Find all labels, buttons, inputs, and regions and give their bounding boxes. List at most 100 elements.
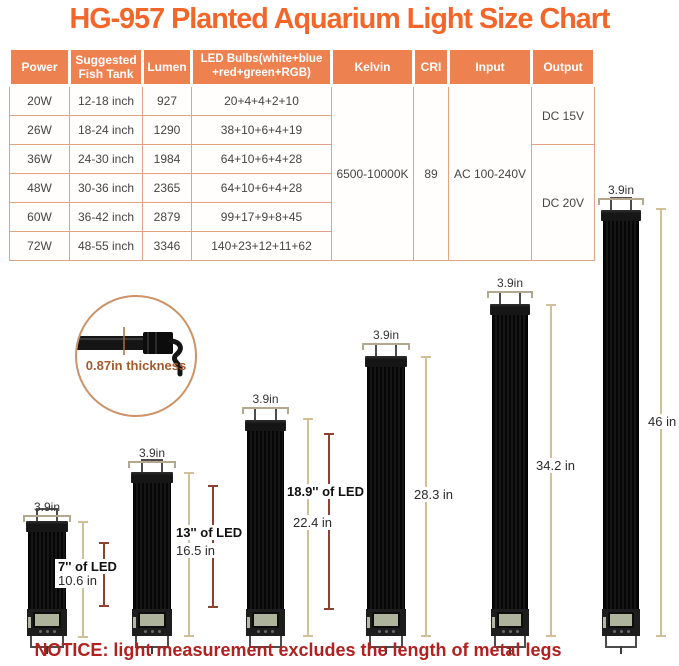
light-top-cap xyxy=(26,521,68,532)
metal-leg-top xyxy=(140,459,164,472)
overall-length-label: 10.6 in xyxy=(55,573,101,588)
width-dimension-bracket xyxy=(598,198,644,205)
width-dimension: 3.9in xyxy=(487,276,533,298)
table-row: 72W 48-55 inch 3346 140+23+12+11+62 xyxy=(9,231,595,261)
cell-tank: 18-24 inch xyxy=(69,115,143,145)
cell-lumen: 2365 xyxy=(142,173,192,203)
lcd-screen xyxy=(138,612,166,628)
control-buttons xyxy=(27,630,67,633)
light-top-cap xyxy=(490,304,530,315)
led-length-label: 13'' of LED xyxy=(173,525,246,540)
cell-tank: 24-30 inch xyxy=(69,144,143,174)
width-label: 3.9in xyxy=(496,276,524,290)
width-dimension-bracket xyxy=(23,515,71,522)
lcd-display-unit xyxy=(366,609,406,636)
control-buttons xyxy=(132,630,172,633)
control-buttons xyxy=(602,630,640,633)
width-label: 3.9in xyxy=(607,183,635,197)
cell-power: 26W xyxy=(9,115,70,145)
cell-tank: 36-42 inch xyxy=(69,202,143,232)
cell-input: AC 100-240V xyxy=(448,85,532,261)
cell-power: 48W xyxy=(9,173,70,203)
lcd-display-unit xyxy=(246,609,285,636)
header-bulbs: LED Bulbs(white+blue +red+green+RGB) xyxy=(190,47,333,87)
width-dimension-bracket xyxy=(242,407,289,414)
led-length-line xyxy=(99,542,109,607)
thickness-label: 0.87in thickness xyxy=(85,358,187,373)
thickness-detail-circle: 0.87in thickness xyxy=(75,295,197,417)
led-length-label: 18.9'' of LED xyxy=(284,484,367,499)
header-output: Output xyxy=(530,47,596,87)
lcd-screen xyxy=(252,612,279,628)
cell-kelvin: 6500-10000K xyxy=(331,85,414,261)
metal-leg-bottom xyxy=(249,636,282,654)
header-cri: CRI xyxy=(412,47,450,87)
light-fixture-36w xyxy=(245,407,286,654)
table-row: 60W 36-42 inch 2879 99+17+9+8+45 xyxy=(9,202,595,232)
led-length-label: 7'' of LED xyxy=(55,559,120,574)
cell-lumen: 1290 xyxy=(142,115,192,145)
width-label: 3.9in xyxy=(372,328,400,342)
header-lumen: Lumen xyxy=(141,47,193,87)
header-tank: Suggested Fish Tank xyxy=(68,47,144,87)
header-input: Input xyxy=(447,47,533,87)
table-row: 26W 18-24 inch 1290 38+10+6+4+19 xyxy=(9,115,595,145)
width-dimension: 3.9in xyxy=(242,392,289,414)
cell-bulbs: 20+4+4+2+10 xyxy=(191,85,332,116)
lcd-display-unit xyxy=(491,609,529,636)
lcd-screen xyxy=(372,612,400,628)
header-power: Power xyxy=(8,47,71,87)
lcd-display-unit xyxy=(27,609,67,636)
cell-cri: 89 xyxy=(413,85,449,261)
lcd-display-unit xyxy=(132,609,172,636)
light-body xyxy=(492,315,528,609)
lcd-screen xyxy=(607,612,635,628)
cell-power: 36W xyxy=(9,144,70,174)
cell-bulbs: 99+17+9+8+45 xyxy=(191,202,332,232)
cell-power: 60W xyxy=(9,202,70,232)
light-fixture-72w xyxy=(601,197,641,654)
light-body xyxy=(247,431,284,609)
cell-lumen: 1984 xyxy=(142,144,192,174)
cell-tank: 48-55 inch xyxy=(69,231,143,261)
metal-leg-bottom xyxy=(30,636,64,654)
page-title: HG-957 Planted Aquarium Light Size Chart xyxy=(69,3,610,35)
overall-length-label: 28.3 in xyxy=(411,487,457,502)
metal-leg-bottom xyxy=(135,636,169,654)
control-buttons xyxy=(366,630,406,633)
light-body xyxy=(603,221,639,609)
light-top-cap xyxy=(601,210,641,221)
cell-output-dc15: DC 15V xyxy=(531,85,595,145)
light-fixture-48w xyxy=(365,343,407,654)
cell-power: 72W xyxy=(9,231,70,261)
cell-output-dc20: DC 20V xyxy=(531,144,595,261)
cell-bulbs: 64+10+6+4+28 xyxy=(191,144,332,174)
width-dimension-bracket xyxy=(487,291,533,298)
table-row: 20W 12-18 inch 927 20+4+4+2+10 6500-1000… xyxy=(9,85,595,261)
metal-leg-top xyxy=(35,508,59,521)
cell-bulbs: 64+10+6+4+28 xyxy=(191,173,332,203)
cell-tank: 12-18 inch xyxy=(69,85,143,116)
light-body xyxy=(367,367,405,609)
width-dimension-bracket xyxy=(128,461,176,468)
cell-lumen: 2879 xyxy=(142,202,192,232)
width-label: 3.9in xyxy=(138,446,166,460)
notice-text: NOTICE: light measurement excludes the l… xyxy=(34,640,562,660)
width-dimension: 3.9in xyxy=(598,183,644,205)
header-kelvin: Kelvin xyxy=(330,47,415,87)
table-row: 36W 24-30 inch 1984 64+10+6+4+28 DC 20V xyxy=(9,144,595,261)
spec-table: Power Suggested Fish Tank Lumen LED Bulb… xyxy=(8,47,596,261)
light-top-cap xyxy=(131,472,173,483)
table-header-row: Power Suggested Fish Tank Lumen LED Bulb… xyxy=(8,47,596,87)
light-fixture-60w xyxy=(490,291,530,654)
overall-length-label: 34.2 in xyxy=(533,458,579,473)
light-top-cap xyxy=(245,420,286,431)
width-label: 3.9in xyxy=(252,392,279,406)
cell-tank: 30-36 inch xyxy=(69,173,143,203)
lcd-screen xyxy=(496,612,524,628)
overall-length-label: 46 in xyxy=(645,414,679,429)
metal-leg-bottom xyxy=(494,636,526,654)
control-buttons xyxy=(491,630,529,633)
lcd-screen xyxy=(33,612,61,628)
